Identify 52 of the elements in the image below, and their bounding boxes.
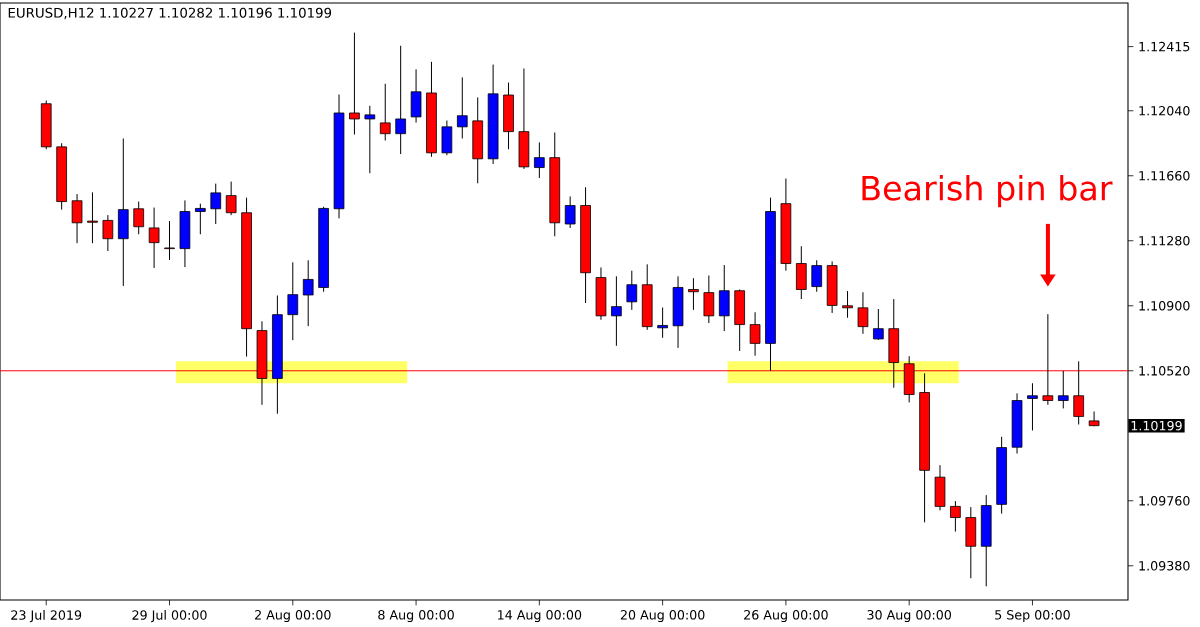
candlestick	[749, 311, 761, 357]
candlestick	[842, 290, 853, 319]
candlestick	[950, 500, 961, 533]
candlestick	[349, 32, 360, 136]
candlestick	[210, 183, 222, 225]
candlestick	[456, 76, 468, 139]
candlestick	[626, 270, 638, 311]
candlestick	[133, 201, 145, 235]
x-tick-label: 29 Jul 00:00	[132, 610, 207, 623]
candlestick	[148, 207, 160, 269]
candlestick	[395, 45, 406, 155]
candlestick	[811, 259, 823, 293]
candlestick	[688, 277, 699, 311]
candlestick	[1088, 410, 1100, 427]
candlestick	[225, 181, 237, 216]
x-tick-label: 20 Aug 00:00	[620, 610, 705, 623]
candlestick	[379, 83, 391, 142]
x-tick-label: 5 Sep 00:00	[995, 610, 1070, 623]
x-tick-label: 30 Aug 00:00	[867, 610, 952, 623]
x-tick-label: 14 Aug 00:00	[498, 610, 582, 623]
candlestick	[564, 195, 576, 229]
candlestick	[1057, 370, 1069, 409]
y-tick-label: 1.10520	[1139, 365, 1190, 376]
y-tick-label: 1.09760	[1139, 495, 1190, 506]
y-tick-label: 1.10900	[1139, 300, 1190, 311]
y-tick-label: 1.12040	[1139, 105, 1190, 116]
chart-title: EURUSD,H12 1.10227 1.10282 1.10196 1.10199	[8, 7, 332, 20]
candlestick	[703, 274, 715, 324]
y-tick-label: 1.09380	[1139, 560, 1190, 571]
y-tick-label: 1.11280	[1139, 235, 1190, 246]
y-tick-label: 1.12415	[1139, 41, 1190, 52]
candlestick	[71, 193, 83, 244]
candlestick	[164, 220, 175, 261]
text: 1.10199	[1131, 420, 1182, 431]
x-tick-label: 2 Aug 00:00	[255, 610, 331, 623]
candlestick	[102, 214, 114, 252]
candlestick	[195, 203, 206, 235]
x-tick-label: 23 Jul 2019	[11, 610, 82, 623]
candlestick	[364, 105, 376, 174]
candlestick	[302, 259, 314, 327]
y-tick-label: 1.11660	[1139, 170, 1190, 181]
candlestick	[87, 191, 98, 244]
candlestick	[873, 308, 884, 341]
candlestick	[1027, 382, 1038, 431]
annotation: Bearish pin bar	[862, 174, 1113, 208]
candlestick	[611, 275, 622, 347]
candlestick	[657, 306, 668, 339]
candlestick	[534, 141, 545, 179]
x-tick-label: 8 Aug 00:00	[378, 610, 454, 623]
candlestick	[857, 291, 869, 335]
candlestick	[287, 261, 299, 341]
x-tick-label: 26 Aug 00:00	[744, 610, 828, 623]
